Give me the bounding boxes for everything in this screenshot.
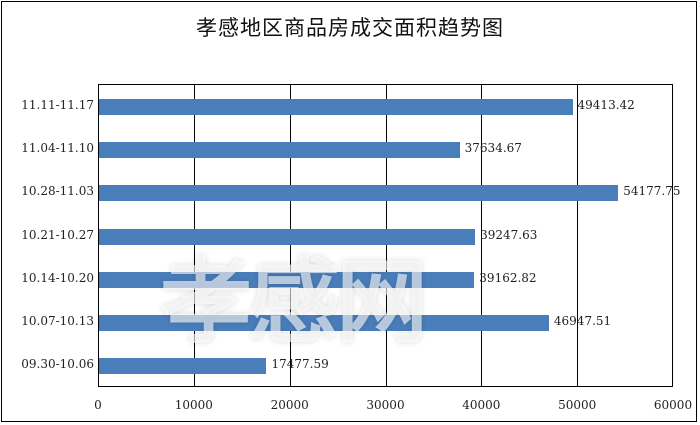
plot-area xyxy=(98,84,673,387)
x-tick-label: 30000 xyxy=(366,398,405,412)
bar xyxy=(99,315,549,332)
category-label: 10.07-10.13 xyxy=(21,314,94,329)
category-label: 11.11-11.17 xyxy=(21,97,94,112)
data-label: 37634.67 xyxy=(464,140,522,155)
x-tick-label: 60000 xyxy=(653,398,693,412)
data-label: 54177.75 xyxy=(623,184,681,199)
category-label: 10.28-11.03 xyxy=(21,184,94,199)
x-tick-label: 40000 xyxy=(462,398,501,412)
bar xyxy=(99,358,267,375)
gridline xyxy=(577,85,579,386)
bar xyxy=(99,228,476,245)
data-label: 39247.63 xyxy=(480,227,538,242)
data-label: 39162.82 xyxy=(479,270,537,285)
x-tick-label: 0 xyxy=(94,398,102,412)
x-tick-label: 50000 xyxy=(558,398,597,412)
category-label: 10.21-10.27 xyxy=(21,227,94,242)
data-label: 49413.42 xyxy=(577,97,635,112)
category-label: 10.14-10.20 xyxy=(21,270,94,285)
category-label: 09.30-10.06 xyxy=(21,357,94,372)
bar xyxy=(99,185,619,202)
bar xyxy=(99,141,460,158)
data-label: 17477.59 xyxy=(271,357,329,372)
bar xyxy=(99,271,475,288)
x-tick-label: 10000 xyxy=(174,398,213,412)
gridline xyxy=(481,85,483,386)
x-tick-label: 20000 xyxy=(270,398,309,412)
bar xyxy=(99,98,573,115)
chart-title: 孝感地区商品房成交面积趋势图 xyxy=(196,16,504,40)
category-label: 11.04-11.10 xyxy=(21,140,94,155)
data-label: 46947.51 xyxy=(553,314,612,329)
